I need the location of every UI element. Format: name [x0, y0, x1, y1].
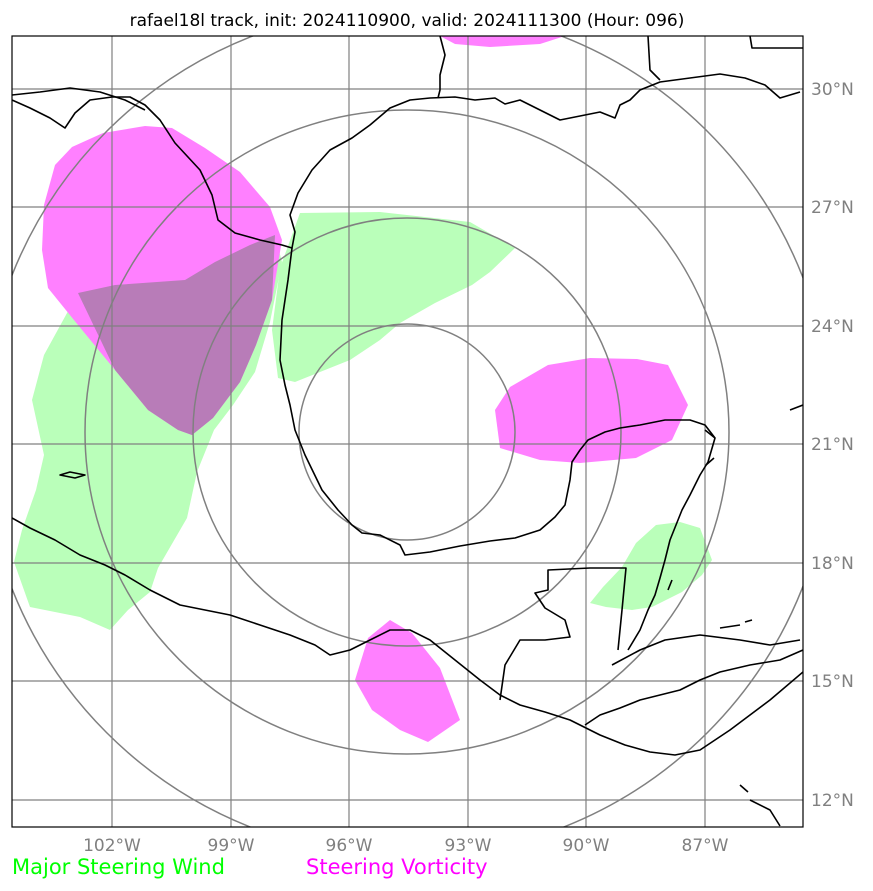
steering-vorticity-regions — [42, 36, 688, 742]
pacific-coastline — [12, 517, 803, 756]
x-tick-label: 102°W — [83, 836, 141, 856]
x-tick-label: 87°W — [682, 836, 729, 856]
y-tick-label: 21°N — [811, 435, 854, 455]
map-plot-area — [12, 36, 803, 827]
x-tick-label: 93°W — [445, 836, 492, 856]
steering-overlap-region — [78, 235, 275, 435]
y-tick-label: 27°N — [811, 198, 854, 218]
legend-vorticity-label: Steering Vorticity — [306, 855, 488, 879]
lake-outline — [59, 471, 86, 479]
us-state-border — [647, 36, 803, 81]
x-tick-label: 99°W — [208, 836, 255, 856]
graticule — [12, 36, 803, 827]
steering-vorticity-region-north — [440, 36, 565, 47]
us-mexico-border — [12, 87, 146, 111]
x-tick-label: 96°W — [326, 836, 373, 856]
x-tick-label: 90°W — [563, 836, 610, 856]
range-ring — [298, 323, 516, 541]
yucatan-coast-outline — [667, 404, 803, 591]
y-tick-label: 18°N — [811, 554, 854, 574]
range-rings — [12, 36, 803, 827]
coastlines — [12, 36, 803, 827]
y-tick-label: 24°N — [811, 317, 854, 337]
steering-vorticity-region-gulf — [495, 358, 688, 463]
range-ring — [192, 217, 622, 647]
y-tick-label: 15°N — [811, 672, 854, 692]
gulf-coastline — [12, 73, 801, 249]
y-tick-label: 30°N — [811, 80, 854, 100]
central-america-coast — [611, 634, 801, 666]
y-tick-labels: 30°N 27°N 24°N 21°N 18°N 15°N 12°N — [811, 80, 854, 811]
mexico-gulf-coast — [279, 247, 716, 651]
legend-wind-label: Major Steering Wind — [12, 855, 225, 879]
map-title: rafael18l track, init: 2024110900, valid… — [130, 11, 685, 31]
map-frame — [11, 35, 804, 828]
florida-coast — [437, 36, 446, 99]
x-tick-labels: 102°W 99°W 96°W 93°W 90°W 87°W — [83, 836, 729, 856]
steering-wind-region-yucatan — [590, 522, 712, 610]
guatemala-border — [499, 567, 627, 701]
steering-wind-region-gulf — [272, 212, 515, 382]
honduras-coast — [584, 649, 803, 726]
cuba-coast-fragment — [719, 619, 781, 827]
range-ring — [84, 109, 730, 755]
y-tick-label: 12°N — [811, 791, 854, 811]
